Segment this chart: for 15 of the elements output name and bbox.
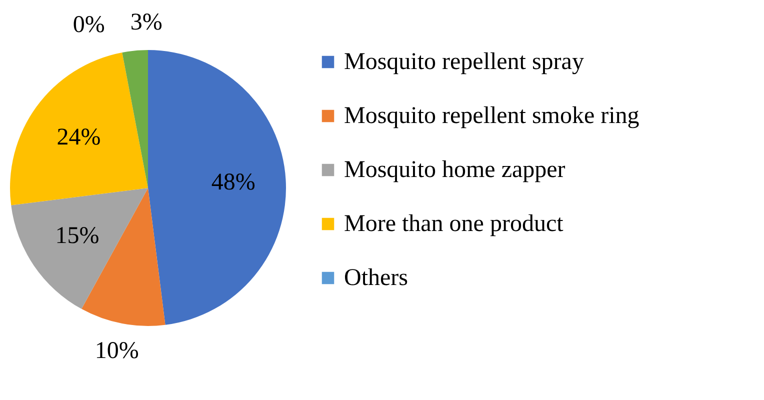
text: 0%	[72, 12, 105, 38]
data-label: 15%	[55, 223, 100, 250]
pie-slice	[10, 52, 148, 206]
legend-label: Mosquito repellent spray	[344, 49, 584, 75]
legend-label: More than one product	[344, 211, 564, 237]
data-label: 48%	[211, 170, 256, 196]
legend-label: Others	[344, 265, 408, 291]
data-label: 10%	[94, 338, 139, 364]
pie-slice	[122, 50, 148, 188]
data-label: 24%	[56, 124, 101, 151]
pie-slice	[11, 188, 148, 309]
legend-label: Mosquito repellent smoke ring	[344, 103, 640, 129]
legend-label: Mosquito home zapper	[344, 157, 566, 183]
data-label: 3%	[130, 10, 162, 36]
pie-slice	[148, 50, 286, 325]
